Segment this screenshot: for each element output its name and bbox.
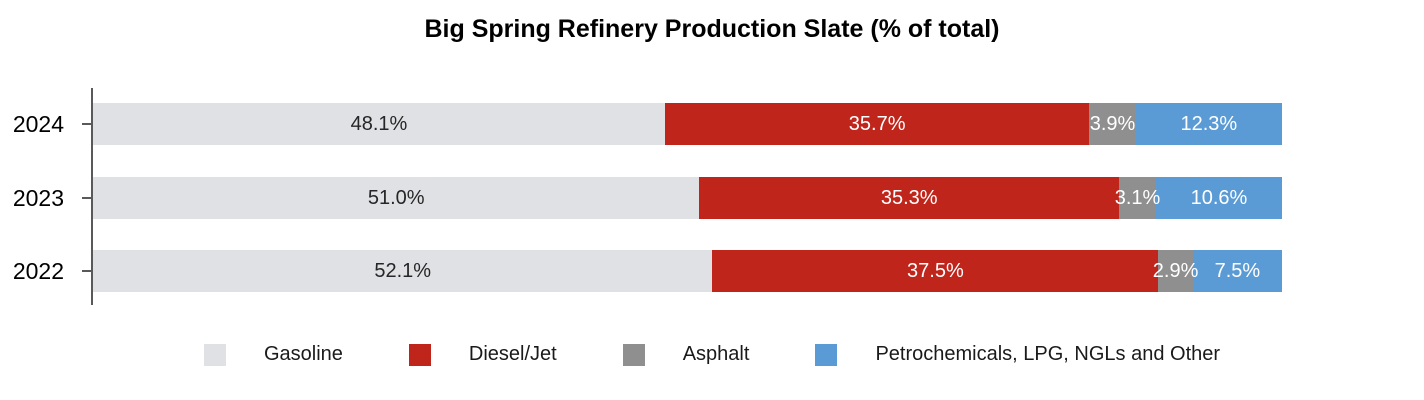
bar-value-label: 48.1% <box>350 113 408 135</box>
legend-label: Petrochemicals, LPG, NGLs and Other <box>875 343 1221 365</box>
bar-segment-gasoline: 48.1% <box>93 103 665 145</box>
bar-segment-petrochemicals-lpg-ngls-and-other: 12.3% <box>1135 103 1282 145</box>
bar-segment-petrochemicals-lpg-ngls-and-other: 10.6% <box>1155 177 1282 219</box>
bar-value-label: 10.6% <box>1190 187 1248 209</box>
bar-segment-gasoline: 51.0% <box>93 177 700 219</box>
bar-segment-petrochemicals-lpg-ngls-and-other: 7.5% <box>1192 250 1282 292</box>
bar-segment-asphalt: 3.1% <box>1115 177 1160 219</box>
legend-item-diesel-jet: Diesel/Jet <box>408 343 557 366</box>
bar-row-2024: 48.1% 35.7% 3.9% 12.3% <box>93 103 1282 145</box>
legend-label: Asphalt <box>682 343 750 365</box>
bar-value-label: 35.7% <box>848 113 906 135</box>
legend-swatch-asphalt <box>622 343 645 366</box>
legend-label: Gasoline <box>263 343 343 365</box>
y-axis-label-2022: 2022 <box>12 257 64 284</box>
bar-segment-gasoline: 52.1% <box>93 250 713 292</box>
bar-row-2022: 52.1% 37.5% 2.9% 7.5% <box>93 250 1282 292</box>
legend-item-asphalt: Asphalt <box>622 343 750 366</box>
bar-segment-asphalt: 3.9% <box>1089 103 1136 145</box>
y-axis-tick <box>82 123 91 125</box>
bar-segment-diesel-jet: 35.3% <box>699 177 1120 219</box>
legend-swatch-diesel-jet <box>408 343 431 366</box>
y-axis-tick <box>82 197 91 199</box>
bar-value-label: 12.3% <box>1180 113 1238 135</box>
legend: Gasoline Diesel/Jet Asphalt Petrochemicals,… <box>0 343 1424 366</box>
bar-value-label: 52.1% <box>374 260 432 282</box>
bar-segment-asphalt: 2.9% <box>1153 250 1198 292</box>
bar-segment-diesel-jet: 35.7% <box>664 103 1090 145</box>
bar-value-label: 35.3% <box>880 187 938 209</box>
bar-row-2023: 51.0% 35.3% 3.1% 10.6% <box>93 177 1282 219</box>
legend-item-petrochemicals-lpg-ngls-and-other: Petrochemicals, LPG, NGLs and Other <box>815 343 1220 366</box>
y-axis-line <box>91 88 93 305</box>
bar-segment-diesel-jet: 37.5% <box>712 250 1159 292</box>
y-axis-label-2024: 2024 <box>12 110 64 137</box>
legend-item-gasoline: Gasoline <box>203 343 343 366</box>
bar-value-label: 51.0% <box>367 187 425 209</box>
y-axis-label-2023: 2023 <box>12 184 64 211</box>
bar-value-label: 3.9% <box>1089 113 1136 135</box>
legend-label: Diesel/Jet <box>468 343 557 365</box>
bar-value-label: 7.5% <box>1214 260 1261 282</box>
legend-swatch-gasoline <box>203 343 226 366</box>
y-axis-tick <box>82 270 91 272</box>
legend-swatch-petrochemicals-lpg-ngls-and-other <box>815 343 838 366</box>
bar-value-label: 3.1% <box>1114 187 1161 209</box>
bar-value-label: 37.5% <box>907 260 964 282</box>
bar-value-label: 2.9% <box>1152 260 1199 282</box>
chart-title: Big Spring Refinery Production Slate (% … <box>424 15 1000 43</box>
